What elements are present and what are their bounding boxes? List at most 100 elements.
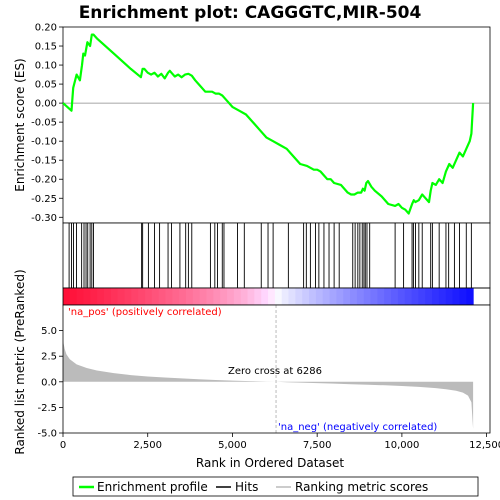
- metric-panel: 5.0 2.5 0.0 -2.5 -5.00 2,500 5,000 7,500 10,000 1…: [37, 304, 500, 451]
- heat-segment: [315, 288, 324, 305]
- heat-segment: [117, 288, 126, 305]
- hits-frame: [62, 222, 491, 289]
- heat-segment: [104, 288, 112, 305]
- es-ylabel: Enrichment score (ES): [13, 58, 27, 191]
- heat-segment: [165, 288, 173, 305]
- heat-segment: [309, 288, 317, 305]
- es-ytick-label: 0.00: [35, 99, 57, 110]
- heat-segment: [233, 288, 242, 305]
- heat-segment: [445, 288, 454, 305]
- heat-segment: [151, 288, 160, 305]
- metric-area: [63, 340, 474, 429]
- heat-segment: [343, 288, 351, 305]
- heat-segment: [432, 288, 440, 305]
- heat-segment: [384, 288, 392, 305]
- heat-segment: [192, 288, 201, 305]
- heat-segment: [438, 288, 447, 305]
- legend-box: [72, 476, 479, 497]
- metric-background: [63, 305, 490, 433]
- heat-segment: [145, 288, 153, 305]
- heat-segment: [206, 288, 214, 305]
- heat-segment: [247, 288, 255, 305]
- es-panel: 0.20 0.15 0.10 0.05 0.00 -0.05 -0.10 -0.15 -0.20…: [31, 23, 491, 224]
- heat-segment: [391, 288, 399, 305]
- heat-segment: [124, 288, 132, 305]
- heat-segment: [329, 288, 337, 305]
- x-tick-label: 2,500: [133, 440, 162, 451]
- heat-segment: [404, 288, 413, 305]
- x-tick-label: 5,000: [218, 440, 247, 451]
- es-ytick-label: -0.15: [31, 156, 57, 167]
- heat-segment: [356, 288, 365, 305]
- metric-ytick-label: 2.5: [41, 352, 57, 363]
- na-pos-label: 'na_pos' (positively correlated): [68, 307, 222, 318]
- heat-segment: [288, 288, 296, 305]
- heat-segment: [370, 288, 378, 305]
- rank-heatmap-bar: [62, 287, 491, 306]
- heat-segment: [397, 288, 406, 305]
- metric-frame: [62, 304, 491, 434]
- es-ytick-label: -0.25: [31, 194, 57, 205]
- heat-segment: [227, 288, 235, 305]
- es-ytick-label: 0.15: [35, 42, 57, 53]
- heat-segment: [110, 288, 119, 305]
- x-tick-label: 12,500: [469, 440, 500, 451]
- heat-segment: [268, 288, 276, 305]
- heat-segment: [411, 288, 419, 305]
- heat-segment: [69, 288, 78, 305]
- heat-segment: [90, 288, 98, 305]
- metric-ytick-label: -2.5: [37, 403, 57, 414]
- heat-segment: [281, 288, 290, 305]
- metric-ylabel: Ranked list metric (PreRanked): [13, 269, 27, 454]
- heat-segment: [377, 288, 385, 305]
- metric-ytick-label: 5.0: [41, 326, 57, 337]
- heat-segment: [302, 288, 310, 305]
- heat-segment: [220, 288, 228, 305]
- heat-segment: [97, 288, 105, 305]
- es-ytick-label: -0.30: [31, 213, 57, 224]
- heat-segment: [363, 288, 372, 305]
- heat-segment: [131, 288, 139, 305]
- heat-segment: [172, 288, 180, 305]
- heat-segment: [274, 288, 283, 305]
- heat-segment: [295, 288, 303, 305]
- metric-ytick-label: 0.0: [41, 377, 57, 388]
- heat-segment: [466, 288, 474, 305]
- x-tick-label: 10,000: [384, 440, 419, 451]
- heat-segment: [186, 288, 194, 305]
- heat-segment: [425, 288, 433, 305]
- na-neg-label: 'na_neg' (negatively correlated): [278, 422, 437, 433]
- heat-segment: [199, 288, 208, 305]
- heat-segment: [322, 288, 331, 305]
- heat-segment: [63, 288, 71, 305]
- es-ytick-label: 0.05: [35, 80, 57, 91]
- es-ytick-label: -0.10: [31, 137, 57, 148]
- zero-cross-label: Zero cross at 6286: [228, 366, 322, 377]
- es-ytick-label: -0.20: [31, 175, 57, 186]
- heat-segment: [213, 288, 221, 305]
- x-axis-label: Rank in Ordered Dataset: [196, 456, 344, 470]
- es-plot-frame: [62, 26, 491, 224]
- heat-segment: [240, 288, 249, 305]
- chart-title: Enrichment plot: CAGGGTC,MIR-504: [79, 3, 422, 23]
- heat-segment: [138, 288, 146, 305]
- legend-metric-label: Ranking metric scores: [295, 480, 428, 494]
- heat-segment: [350, 288, 358, 305]
- hits-panel: [62, 222, 491, 289]
- es-ytick-label: -0.05: [31, 118, 57, 129]
- es-ytick-label: 0.10: [35, 61, 57, 72]
- es-ytick-label: 0.20: [35, 23, 57, 34]
- x-tick-label: 7,500: [303, 440, 332, 451]
- legend: Enrichment profile Hits Ranking metric s…: [72, 476, 479, 497]
- legend-hits-label: Hits: [235, 480, 258, 494]
- heat-segment: [452, 288, 460, 305]
- heat-segment: [83, 288, 91, 305]
- heat-segment: [76, 288, 85, 305]
- heat-segment: [459, 288, 467, 305]
- metric-ytick-label: -5.0: [37, 429, 57, 440]
- heat-segment: [261, 288, 269, 305]
- x-tick-label: 0: [60, 440, 66, 451]
- legend-profile-label: Enrichment profile: [97, 480, 208, 494]
- heat-segment: [158, 288, 167, 305]
